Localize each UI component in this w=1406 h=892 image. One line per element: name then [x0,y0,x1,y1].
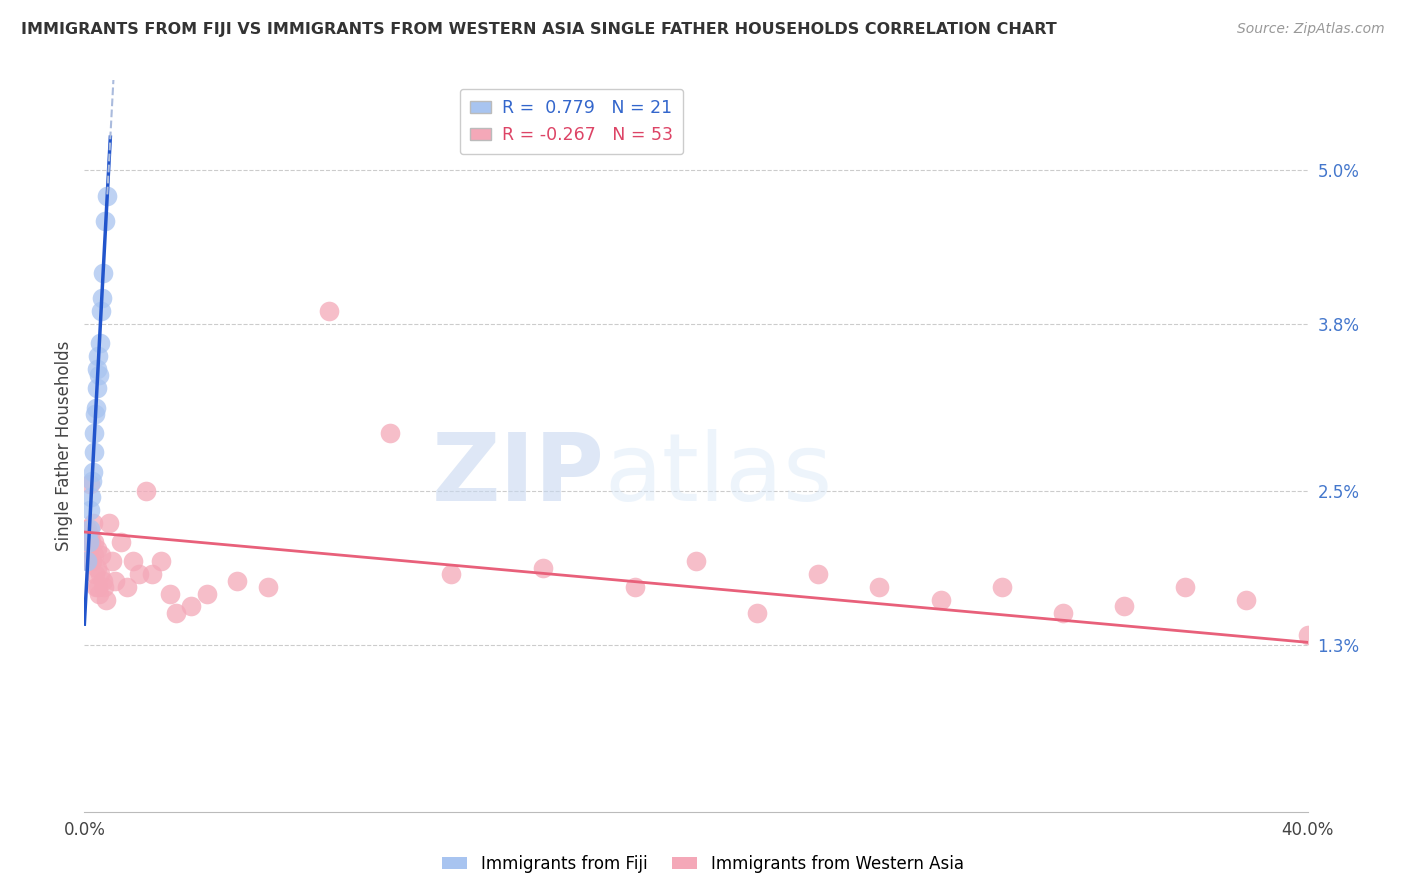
Point [807,567,830,582]
Point [89,567,111,582]
Point [869,580,891,594]
Point [110,535,132,549]
Point [84,580,107,594]
Point [115,580,138,594]
Point [86,381,108,395]
Legend: Immigrants from Fiji, Immigrants from Western Asia: Immigrants from Fiji, Immigrants from We… [436,848,970,880]
Point [94,214,117,228]
Point [76,523,98,537]
Point [141,567,163,582]
Point [77,541,100,556]
Point [80,554,103,568]
Point [77,535,100,549]
Point [149,554,172,568]
Text: ZIP: ZIP [432,429,605,521]
Point [226,574,249,588]
Point [84,567,107,582]
Point [82,465,104,479]
Legend: R =  0.779   N = 21, R = -0.267   N = 53: R = 0.779 N = 21, R = -0.267 N = 53 [460,89,683,154]
Point [93,580,115,594]
Point [79,529,101,543]
Point [97,516,120,530]
Point [624,580,647,594]
Point [80,474,103,488]
Point [165,606,187,620]
Point [77,554,100,568]
Point [122,554,145,568]
Point [318,304,340,318]
Point [1052,606,1074,620]
Point [91,292,114,306]
Point [90,548,112,562]
Point [80,535,103,549]
Point [89,336,111,351]
Point [96,188,118,202]
Point [1114,599,1136,614]
Point [79,477,101,491]
Point [86,362,108,376]
Text: atlas: atlas [605,429,832,521]
Point [159,586,181,600]
Point [94,593,117,607]
Point [685,554,707,568]
Point [135,483,157,498]
Point [83,445,105,459]
Point [84,401,107,415]
Point [1236,593,1258,607]
Text: IMMIGRANTS FROM FIJI VS IMMIGRANTS FROM WESTERN ASIA SINGLE FATHER HOUSEHOLDS CO: IMMIGRANTS FROM FIJI VS IMMIGRANTS FROM … [21,22,1057,37]
Point [104,574,127,588]
Point [86,541,108,556]
Point [76,554,98,568]
Point [1174,580,1197,594]
Point [380,426,402,441]
Point [79,503,101,517]
Point [91,574,114,588]
Point [79,523,101,537]
Point [83,548,105,562]
Point [84,407,107,421]
Point [440,567,463,582]
Point [195,586,218,600]
Point [82,516,104,530]
Point [87,586,110,600]
Point [80,491,103,505]
Text: Source: ZipAtlas.com: Source: ZipAtlas.com [1237,22,1385,37]
Point [128,567,150,582]
Y-axis label: Single Father Households: Single Father Households [55,341,73,551]
Point [86,561,108,575]
Point [257,580,280,594]
Point [929,593,952,607]
Point [991,580,1014,594]
Point [101,554,124,568]
Point [1296,627,1319,641]
Point [747,606,769,620]
Point [531,561,554,575]
Point [87,580,110,594]
Point [91,266,114,280]
Point [83,535,105,549]
Point [90,304,112,318]
Point [87,368,110,383]
Point [180,599,202,614]
Point [87,349,110,363]
Point [83,426,105,441]
